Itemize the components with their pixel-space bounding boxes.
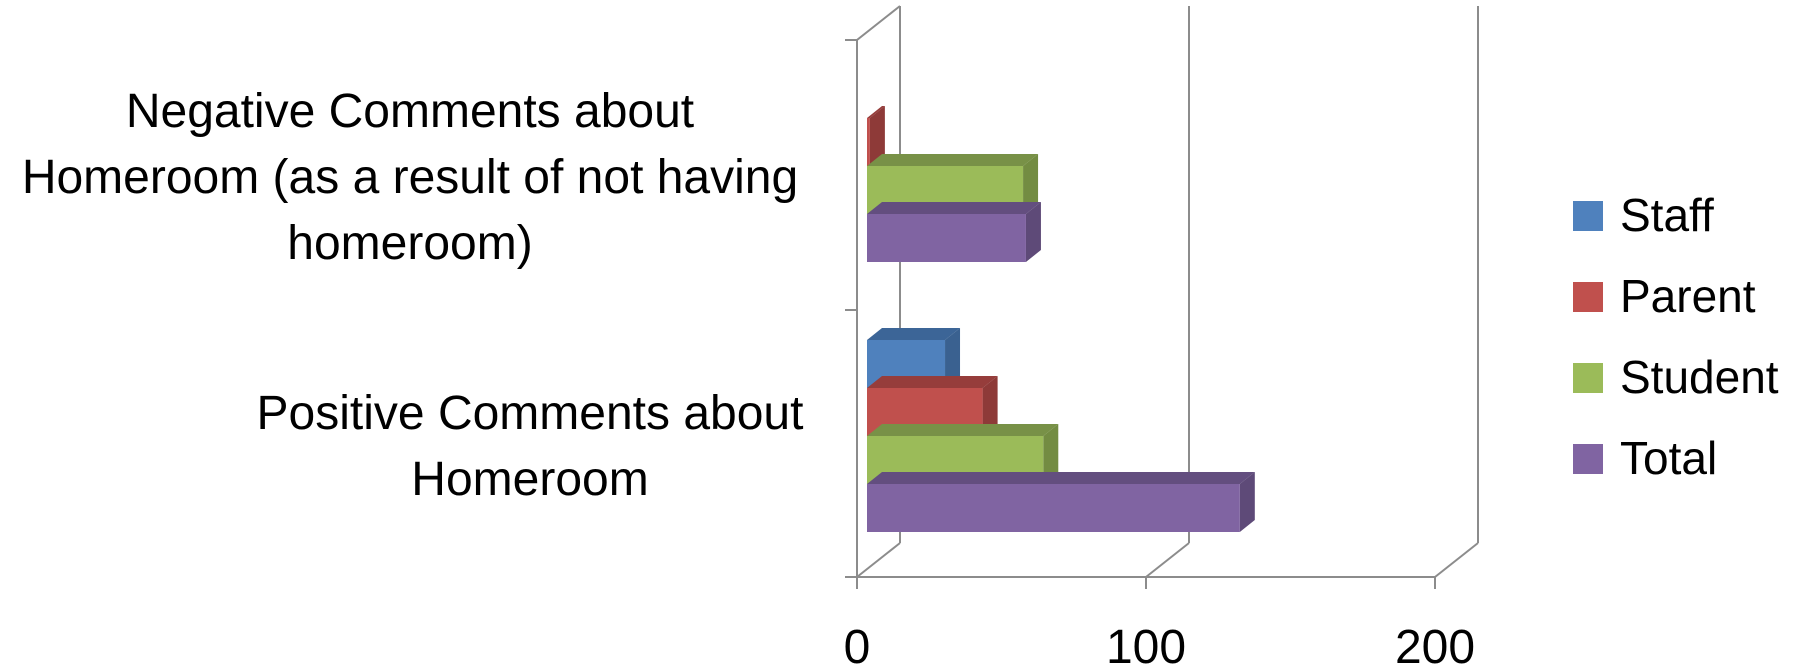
legend-label: Parent [1620,270,1756,322]
legend-item-student: Student [1573,351,1779,403]
category-label: Positive Comments about Homeroom [257,387,804,506]
bar-side [1025,202,1041,262]
category-labels: Negative Comments about Homeroom (as a re… [22,85,804,506]
legend-item-parent: Parent [1573,270,1756,322]
floor-gridline [856,542,901,578]
x-tick-label: 200 [1395,621,1475,672]
bar-side [1043,424,1059,484]
legend-label: Student [1620,351,1779,403]
legend-label: Total [1620,432,1717,484]
legend-item-staff: Staff [1573,189,1714,241]
bar-front [867,118,870,166]
bar-top [867,328,961,340]
bar-side [982,376,998,436]
x-tick-label: 0 [844,621,871,672]
bar-total-1 [867,472,1255,532]
category-label-line: homeroom) [287,217,532,270]
bar-side [1023,154,1039,214]
bar-side [869,106,885,166]
bar-top [867,154,1039,166]
bar-top [867,106,885,118]
legend-swatch [1573,201,1603,231]
bar-front [867,484,1240,532]
category-label-line: Positive Comments about [257,387,804,440]
chart-bars [867,106,1255,532]
bar-parent-0 [867,106,885,166]
bar-top [867,376,998,388]
bar-top [867,424,1059,436]
floor-gridline [1434,542,1479,578]
bar-top [867,202,1041,214]
x-tick-label: 100 [1106,621,1186,672]
category-label-line: Homeroom [411,453,648,506]
bar-side [1239,472,1255,532]
legend-swatch [1573,444,1603,474]
floor-gridline [1145,542,1190,578]
category-label: Negative Comments about Homeroom (as a re… [22,85,798,270]
bar-top [867,472,1255,484]
legend-swatch [1573,363,1603,393]
category-label-line: Homeroom (as a result of not having [22,151,798,204]
bar-total-0 [867,202,1041,262]
legend-swatch [1573,282,1603,312]
category-label-line: Negative Comments about [126,85,694,138]
legend: Staff Parent Student Total [1573,189,1779,484]
bar-front [867,214,1026,262]
legend-item-total: Total [1573,432,1717,484]
legend-label: Staff [1620,189,1714,241]
x-axis-ticks: 0 100 200 [844,621,1475,672]
bar-side [945,328,961,388]
